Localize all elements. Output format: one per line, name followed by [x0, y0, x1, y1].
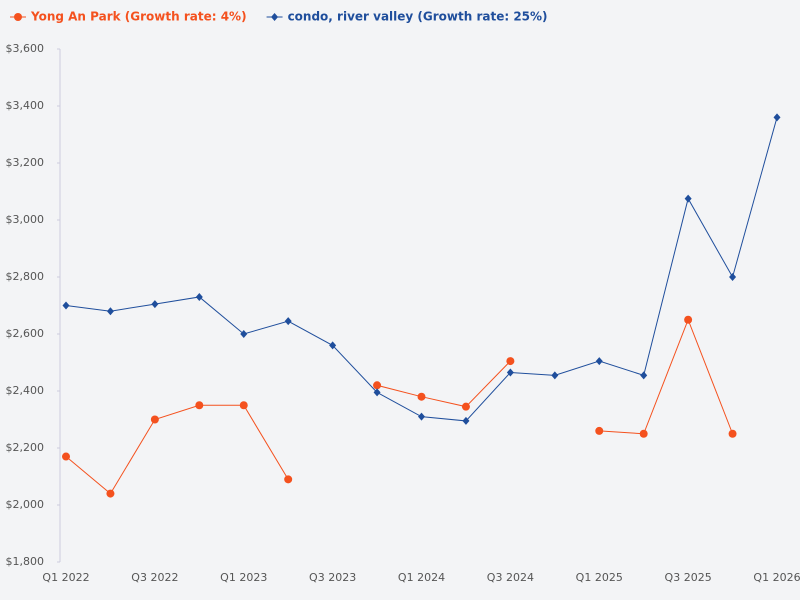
x-tick-label: Q3 2023 [309, 571, 356, 584]
series-line [65, 318, 734, 495]
data-point [461, 402, 470, 411]
legend-label: condo, river valley (Growth rate: 25%) [288, 10, 548, 24]
legend-marker [14, 13, 22, 21]
y-tick-label: $3,400 [6, 99, 45, 112]
y-tick-label: $1,800 [6, 555, 45, 568]
data-point [684, 315, 693, 324]
data-point [462, 416, 470, 425]
data-point [595, 426, 604, 435]
data-point [773, 113, 781, 122]
data-point [106, 489, 115, 498]
y-tick-label: $2,400 [6, 384, 45, 397]
data-point [506, 357, 515, 366]
y-tick-label: $3,600 [6, 42, 45, 55]
x-tick-label: Q1 2023 [220, 571, 267, 584]
data-point [506, 368, 514, 377]
data-point [195, 292, 203, 301]
data-point [729, 273, 737, 281]
x-tick-label: Q1 2022 [42, 571, 89, 584]
data-point [239, 401, 248, 410]
data-point [373, 388, 381, 397]
data-point [417, 392, 426, 401]
x-tick-label: Q1 2025 [576, 571, 623, 584]
legend-marker [271, 13, 279, 21]
data-point [62, 452, 70, 461]
series-line [65, 117, 778, 422]
data-point [684, 194, 692, 203]
y-tick-label: $2,800 [6, 270, 45, 283]
y-tick-label: $2,600 [6, 327, 45, 340]
data-point [284, 317, 292, 326]
x-tick-label: Q1 2024 [398, 571, 445, 584]
data-point [329, 341, 337, 350]
y-tick-label: $3,200 [6, 156, 45, 169]
data-point [150, 415, 159, 424]
data-point [284, 475, 293, 484]
legend-label: Yong An Park (Growth rate: 4%) [30, 10, 247, 24]
x-tick-label: Q3 2024 [487, 571, 534, 584]
x-tick-label: Q3 2022 [131, 571, 178, 584]
y-tick-label: $2,000 [6, 498, 45, 511]
data-point [151, 300, 159, 309]
data-point [640, 371, 648, 380]
data-point [106, 307, 114, 316]
x-tick-label: Q1 2026 [753, 571, 800, 584]
data-point [62, 301, 70, 310]
y-tick-label: $3,000 [6, 213, 45, 226]
x-tick-label: Q3 2025 [665, 571, 712, 584]
data-point [639, 429, 648, 438]
data-point [240, 330, 248, 338]
y-tick-label: $2,200 [6, 441, 45, 454]
data-point [595, 357, 603, 366]
data-point [551, 371, 559, 380]
data-point [195, 401, 204, 410]
data-point [728, 429, 737, 438]
data-point [373, 381, 382, 390]
data-point [418, 412, 425, 421]
